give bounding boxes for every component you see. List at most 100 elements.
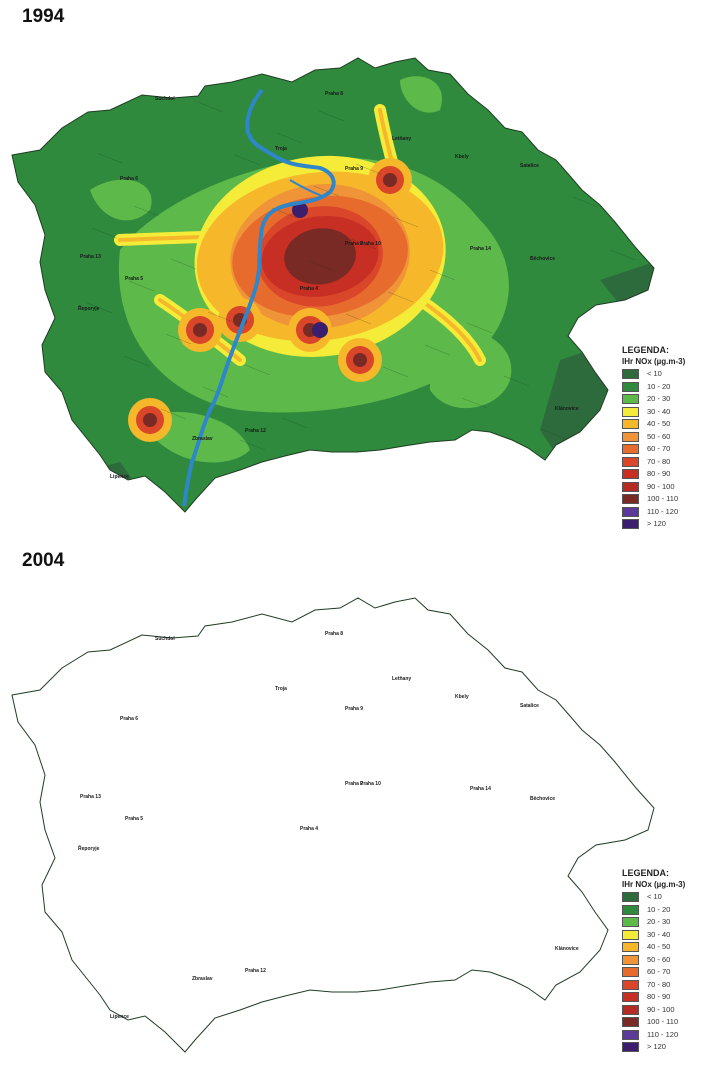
street-line xyxy=(350,238,377,250)
legend-swatch xyxy=(622,419,639,429)
street-line xyxy=(467,863,492,873)
street-line xyxy=(388,832,413,842)
legend-item: < 10 xyxy=(622,368,685,381)
legend-label: 80 - 90 xyxy=(647,469,671,478)
place-label: Praha 6 xyxy=(120,716,138,722)
legend-label: 40 - 50 xyxy=(647,942,671,951)
legend-swatch xyxy=(622,506,639,517)
peak-zone xyxy=(242,852,258,868)
legend-item: 50 - 60 xyxy=(622,431,685,444)
street-line xyxy=(133,205,160,217)
legend-swatch xyxy=(622,369,639,379)
legend-label: 90 - 100 xyxy=(647,481,675,491)
city-boundary xyxy=(11,57,655,513)
legend-swatch xyxy=(622,456,639,467)
place-label: Praha 4 xyxy=(300,286,318,292)
street-line xyxy=(614,174,641,186)
legend-swatch xyxy=(622,942,639,952)
legend: LEGENDA: IHr NOx (µg.m-3) < 10 10 - 20 20 … xyxy=(622,345,685,531)
street-line xyxy=(540,428,567,440)
legend-item: 50 - 60 xyxy=(622,954,685,967)
legend: LEGENDA: IHr NOx (µg.m-3) < 10 10 - 20 20 … xyxy=(622,868,685,1054)
place-label: Praha 9 xyxy=(345,706,363,712)
place-label: Letňany xyxy=(392,136,411,142)
legend-swatch xyxy=(622,406,639,417)
low-zone xyxy=(90,1002,140,1045)
place-label: Zbraslav xyxy=(192,436,213,442)
legend-label: 50 - 60 xyxy=(647,954,671,964)
highway-peak xyxy=(150,840,240,920)
place-label: Praha 13 xyxy=(80,794,101,800)
legend-label: < 10 xyxy=(647,369,662,378)
legend-label: 70 - 80 xyxy=(647,456,671,466)
zone-20-30 xyxy=(90,720,152,761)
legend-swatch xyxy=(622,431,639,442)
legend-swatch xyxy=(622,1017,639,1027)
highway-band xyxy=(520,830,600,840)
place-label: Praha 6 xyxy=(120,176,138,182)
legend-swatch xyxy=(622,494,639,504)
hotspot xyxy=(292,862,308,878)
legend-swatch xyxy=(622,954,639,965)
central-zone xyxy=(284,228,356,285)
legend-item: 10 - 20 xyxy=(622,904,685,917)
map-content: Praha 6 Praha 5 Praha 4 Praha 10 Praha 12 Pra… xyxy=(11,57,655,513)
street-line xyxy=(123,355,150,367)
street-line xyxy=(461,397,488,409)
highway-band xyxy=(150,840,240,920)
legend-label: 60 - 70 xyxy=(647,967,671,976)
street-line xyxy=(91,227,118,239)
legend-item: 30 - 40 xyxy=(622,406,685,419)
peak-zone xyxy=(312,322,328,338)
street-line xyxy=(171,799,196,809)
street-line xyxy=(129,821,154,831)
place-label: Kbely xyxy=(455,154,469,160)
street-line xyxy=(160,408,187,420)
street-line xyxy=(462,938,487,948)
legend-item: 70 - 80 xyxy=(622,979,685,992)
hotspot xyxy=(284,854,316,886)
nox-map-1994: Praha 6 Praha 5 Praha 4 Praha 10 Praha 12 Pra… xyxy=(11,57,655,513)
hotspot xyxy=(62,787,78,803)
hotspot xyxy=(224,834,256,866)
hotspot xyxy=(402,712,418,728)
legend-label: 30 - 40 xyxy=(647,929,671,939)
central-zone xyxy=(247,741,394,851)
hotspot xyxy=(344,884,376,916)
legend-label: 50 - 60 xyxy=(647,431,671,441)
legend-item: 40 - 50 xyxy=(622,418,685,431)
hotspot xyxy=(134,964,166,996)
place-label: Praha 12 xyxy=(245,968,266,974)
legend-label: 70 - 80 xyxy=(647,979,671,989)
zone-20-30 xyxy=(400,616,442,652)
zone-20-30 xyxy=(430,867,511,948)
map-content: Praha 6 Praha 5 Praha 4 Praha 10 Praha 12 Pra… xyxy=(11,597,655,1053)
legend-label: 30 - 40 xyxy=(647,406,671,416)
street-line xyxy=(383,907,408,917)
street-line xyxy=(504,916,529,926)
legend-item: 90 - 100 xyxy=(622,1004,685,1017)
city-boundary xyxy=(11,597,655,1053)
river-tributary xyxy=(290,720,322,736)
legend-label: 110 - 120 xyxy=(647,1029,679,1039)
place-label: Praha 2 xyxy=(345,781,363,787)
street-line xyxy=(577,121,604,133)
legend-swatch xyxy=(622,992,639,1002)
highway-core xyxy=(360,900,420,990)
place-label: Praha 5 xyxy=(125,816,143,822)
place-label: Praha 4 xyxy=(300,826,318,832)
vltava-river xyxy=(184,630,334,1046)
hotspot xyxy=(125,955,176,1006)
zone-20-30 xyxy=(90,179,152,221)
legend-label: 40 - 50 xyxy=(647,419,671,428)
place-label: Praha 10 xyxy=(360,781,381,787)
legend-item: 110 - 120 xyxy=(622,1029,685,1042)
zone-20-30 xyxy=(430,327,512,409)
street-line xyxy=(430,810,455,820)
street-line xyxy=(96,152,123,164)
hotspot xyxy=(385,695,436,746)
street-line xyxy=(355,163,382,175)
place-label: Letňany xyxy=(392,676,411,682)
street-line xyxy=(393,757,418,767)
hotspot xyxy=(352,892,368,908)
